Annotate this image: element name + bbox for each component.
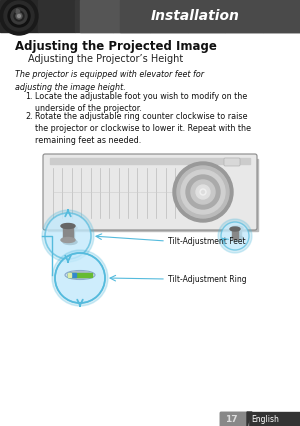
Bar — [150, 0, 188, 32]
Bar — [38, 0, 75, 32]
Ellipse shape — [63, 226, 77, 230]
Bar — [68, 273, 76, 277]
Circle shape — [14, 11, 24, 21]
Text: English: English — [251, 414, 279, 423]
Circle shape — [45, 213, 91, 259]
Text: Adjusting the Projected Image: Adjusting the Projected Image — [15, 40, 217, 53]
Bar — [220, 412, 248, 426]
Ellipse shape — [61, 224, 75, 228]
Bar — [112, 0, 150, 32]
Circle shape — [221, 222, 249, 250]
Bar — [80, 0, 300, 32]
Circle shape — [173, 162, 233, 222]
Ellipse shape — [230, 227, 240, 231]
Bar — [120, 0, 300, 32]
Bar — [63, 226, 73, 240]
Bar — [233, 228, 241, 238]
Ellipse shape — [68, 271, 92, 279]
Text: 1.: 1. — [25, 92, 32, 101]
Circle shape — [55, 253, 105, 303]
Bar — [180, 188, 200, 196]
Circle shape — [8, 5, 30, 27]
Bar — [75, 0, 112, 32]
Bar — [0, 0, 38, 32]
Text: Tilt-Adjustment Ring: Tilt-Adjustment Ring — [168, 274, 247, 283]
Text: Adjusting the Projector’s Height: Adjusting the Projector’s Height — [28, 54, 183, 64]
Text: 2.: 2. — [25, 112, 33, 121]
Circle shape — [181, 170, 225, 214]
Text: Rotate the adjustable ring counter clockwise to raise
the projector or clockwise: Rotate the adjustable ring counter clock… — [35, 112, 251, 145]
Circle shape — [186, 175, 220, 209]
Circle shape — [0, 0, 38, 35]
Bar — [48, 159, 258, 231]
Circle shape — [202, 190, 205, 193]
Bar — [68, 273, 92, 277]
Bar — [50, 158, 250, 164]
Circle shape — [11, 8, 27, 24]
Bar — [220, 412, 300, 426]
Ellipse shape — [65, 271, 95, 279]
Text: Locate the adjustable foot you wish to modify on the
underside of the projector.: Locate the adjustable foot you wish to m… — [35, 92, 247, 113]
Bar — [0, 412, 300, 426]
Bar — [188, 0, 225, 32]
Text: Tilt-Adjustment Feet: Tilt-Adjustment Feet — [168, 236, 246, 245]
Circle shape — [42, 210, 94, 262]
Circle shape — [177, 166, 229, 218]
Ellipse shape — [231, 236, 243, 240]
Circle shape — [16, 13, 22, 19]
FancyBboxPatch shape — [224, 158, 240, 166]
Circle shape — [4, 1, 34, 31]
Bar — [262, 0, 300, 32]
Circle shape — [17, 14, 20, 17]
Circle shape — [52, 250, 108, 306]
Bar — [68, 273, 71, 277]
Ellipse shape — [63, 239, 77, 245]
Bar — [232, 229, 238, 239]
Circle shape — [218, 219, 252, 253]
Circle shape — [200, 189, 206, 195]
Text: The projector is equipped with elevator feet for
adjusting the image height.: The projector is equipped with elevator … — [15, 70, 204, 92]
Text: 17: 17 — [225, 414, 237, 423]
Circle shape — [196, 185, 210, 199]
Ellipse shape — [61, 238, 75, 242]
Circle shape — [191, 180, 215, 204]
Wedge shape — [16, 9, 20, 13]
FancyBboxPatch shape — [43, 154, 257, 230]
Ellipse shape — [231, 226, 243, 230]
Polygon shape — [247, 412, 252, 426]
Bar — [66, 228, 74, 242]
Bar — [225, 0, 262, 32]
Text: Installation: Installation — [151, 9, 239, 23]
